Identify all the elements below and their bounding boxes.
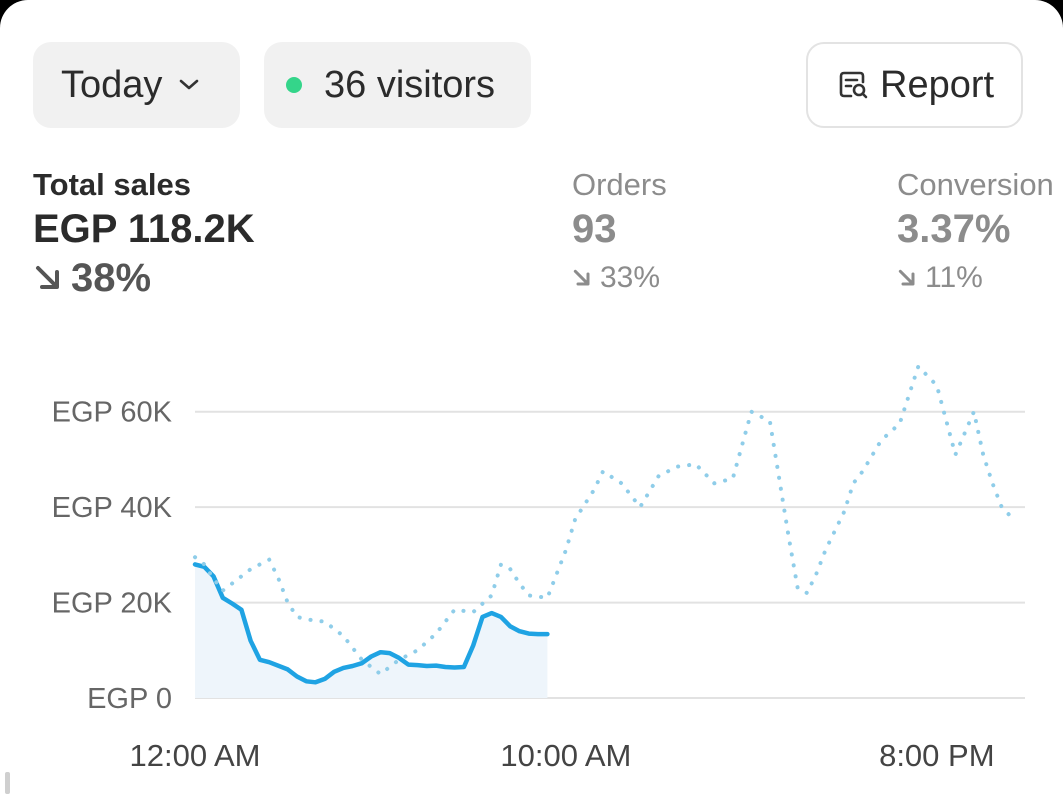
x-tick-label-2: 8:00 PM bbox=[879, 738, 994, 773]
total-sales-change: 38% bbox=[33, 254, 255, 302]
conversion-change-value: 11% bbox=[925, 261, 983, 294]
date-range-dropdown[interactable]: Today bbox=[33, 42, 240, 128]
report-search-icon bbox=[836, 68, 870, 102]
conversion-value: 3.37% bbox=[897, 207, 1011, 251]
metric-orders[interactable]: Orders 93 33% bbox=[572, 166, 667, 302]
metric-conversion[interactable]: Conversion 3.37% 11% bbox=[897, 166, 1054, 302]
x-tick-label-1: 10:00 AM bbox=[500, 738, 631, 773]
live-visitors-button[interactable]: 36 visitors bbox=[264, 42, 531, 128]
chevron-down-icon bbox=[178, 78, 200, 92]
metric-total-sales[interactable]: Total sales EGP 118.2K 38% bbox=[33, 166, 255, 302]
live-status-dot-icon bbox=[286, 77, 302, 93]
series-area-0 bbox=[195, 564, 548, 698]
orders-label: Orders bbox=[572, 167, 667, 202]
report-label: Report bbox=[880, 63, 995, 106]
y-tick-label-1: EGP 20K bbox=[52, 588, 173, 620]
arrow-down-right-icon bbox=[897, 268, 917, 288]
orders-change: 33% bbox=[572, 254, 667, 302]
orders-change-value: 33% bbox=[600, 261, 661, 294]
scroll-handle[interactable] bbox=[5, 772, 10, 794]
orders-value: 93 bbox=[572, 207, 617, 251]
arrow-down-right-icon bbox=[572, 268, 592, 288]
date-range-label: Today bbox=[61, 63, 163, 106]
y-tick-label-0: EGP 0 bbox=[87, 683, 172, 715]
visitors-count: 36 visitors bbox=[324, 63, 496, 106]
total-sales-label: Total sales bbox=[33, 167, 191, 202]
total-sales-value: EGP 118.2K bbox=[33, 207, 255, 251]
conversion-label: Conversion bbox=[897, 167, 1054, 202]
report-button[interactable]: Report bbox=[806, 42, 1023, 128]
arrow-down-right-icon bbox=[33, 263, 63, 293]
series-line-today bbox=[192, 562, 550, 685]
sales-line-chart[interactable]: EGP 0 EGP 20K EGP 40K EGP 60K 12:00 AM 10:00 … bbox=[0, 340, 1063, 794]
y-tick-label-3: EGP 60K bbox=[52, 397, 173, 429]
x-tick-label-0: 12:00 AM bbox=[130, 738, 261, 773]
series-line-previous-period bbox=[193, 364, 1013, 677]
conversion-change: 11% bbox=[897, 254, 1054, 302]
total-sales-change-value: 38% bbox=[71, 256, 152, 300]
y-tick-label-2: EGP 40K bbox=[52, 492, 173, 524]
